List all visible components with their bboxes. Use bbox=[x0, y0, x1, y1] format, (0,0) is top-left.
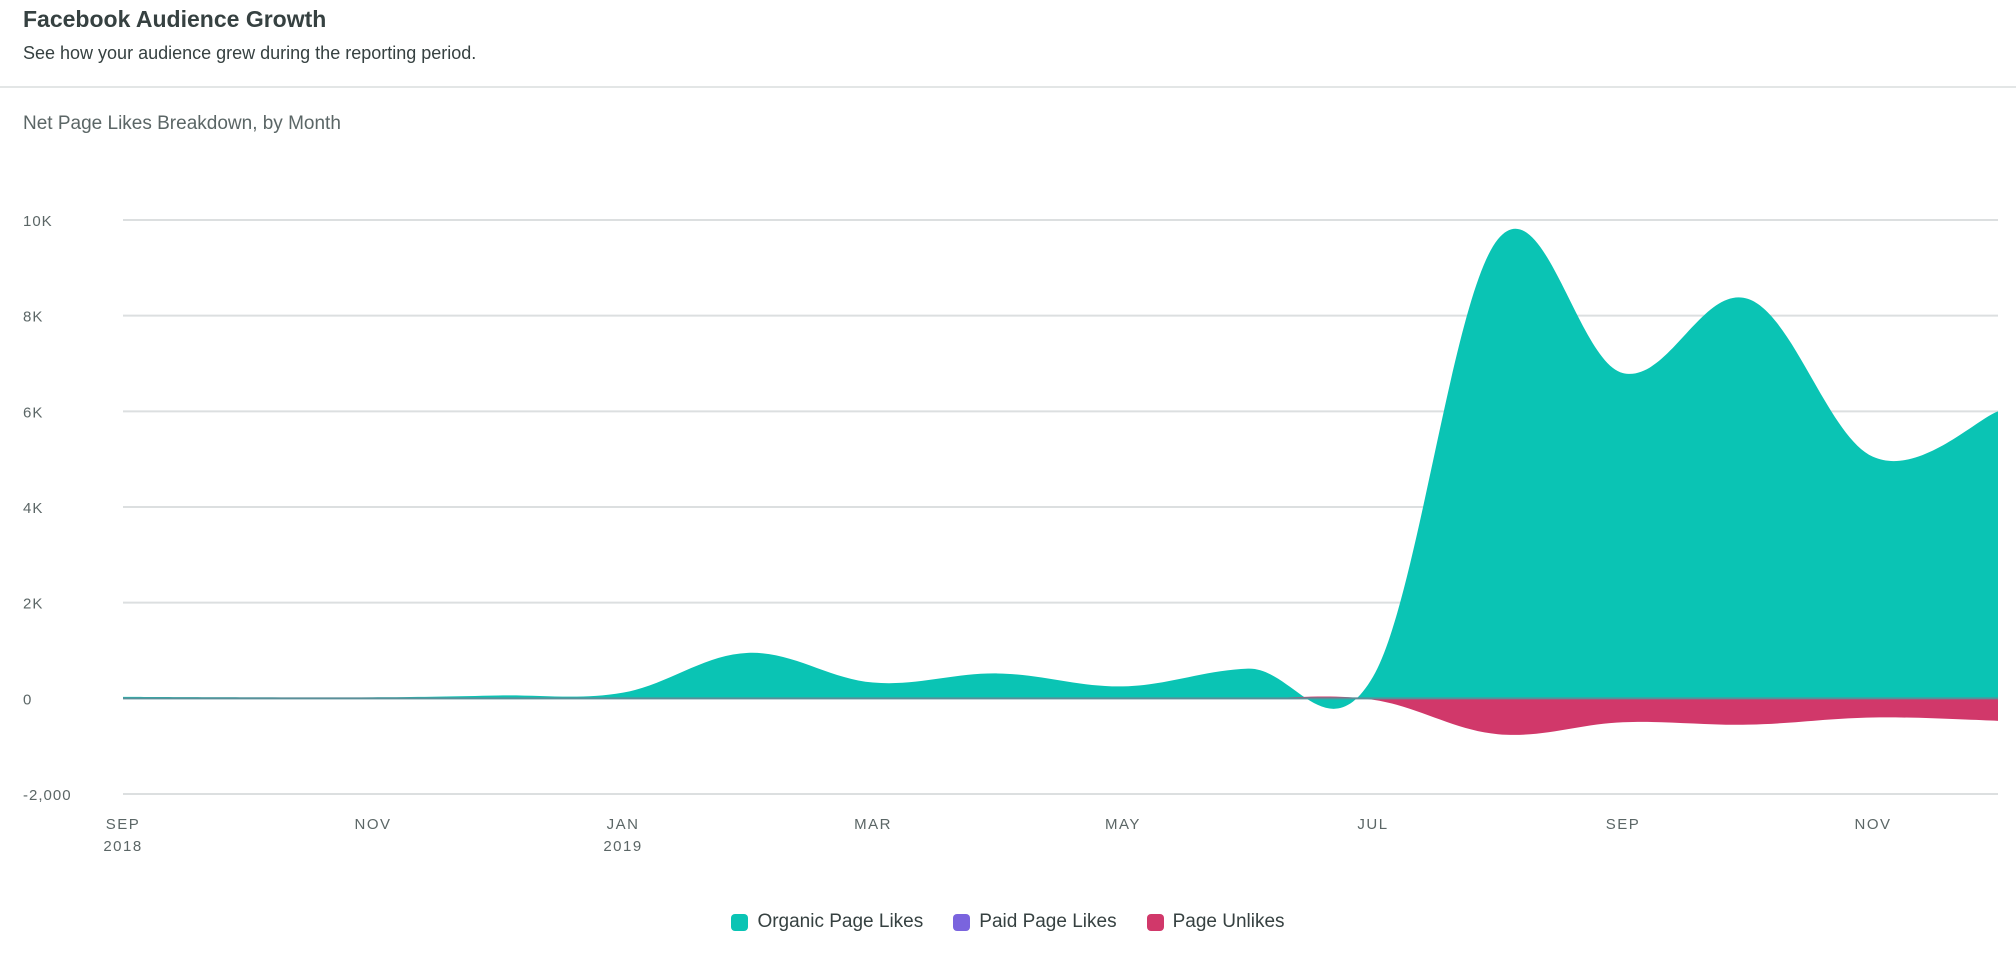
report-subtitle: See how your audience grew during the re… bbox=[23, 43, 477, 63]
x-tick-label: MAR bbox=[854, 816, 892, 833]
legend-swatch bbox=[953, 913, 971, 931]
y-tick-label: 8K bbox=[23, 309, 43, 326]
x-tick-sublabel: 2018 bbox=[103, 838, 142, 855]
x-tick-label: SEP bbox=[1606, 816, 1641, 833]
x-tick-label: NOV bbox=[354, 816, 391, 833]
legend-item[interactable]: Paid Page Likes bbox=[953, 911, 1117, 933]
x-tick-label: MAY bbox=[1105, 816, 1141, 833]
chart-legend: Organic Page Likes Paid Page Likes Page Un… bbox=[0, 908, 2016, 936]
y-tick-label: 2K bbox=[23, 596, 43, 613]
legend-label: Organic Page Likes bbox=[757, 911, 924, 932]
series-areas bbox=[123, 228, 1998, 735]
series-area-page-unlikes bbox=[123, 696, 1998, 735]
legend-item[interactable]: Page Unlikes bbox=[1146, 911, 1285, 933]
y-tick-label: -2,000 bbox=[23, 787, 72, 804]
legend-label: Page Unlikes bbox=[1172, 911, 1285, 932]
y-tick-label: 4K bbox=[23, 500, 43, 517]
x-tick-sublabel: 2019 bbox=[603, 838, 642, 855]
legend-swatch bbox=[731, 913, 749, 931]
x-tick-label: JAN bbox=[607, 816, 640, 833]
report-header: Facebook Audience Growth See how your au… bbox=[0, 0, 2016, 88]
series-area-organic-page-likes bbox=[123, 228, 1998, 709]
chart-title: Net Page Likes Breakdown, by Month bbox=[23, 113, 341, 134]
axis-labels: 10K 8K 6K 4K 2K 0 -2,000 SEP 2018 NOV JAN 2019 MAR MA… bbox=[23, 213, 1891, 855]
y-tick-label: 6K bbox=[23, 404, 43, 421]
report-title: Facebook Audience Growth bbox=[23, 6, 327, 32]
x-tick-label: NOV bbox=[1854, 816, 1891, 833]
x-tick-label: SEP bbox=[106, 816, 141, 833]
x-tick-label: JUL bbox=[1357, 816, 1388, 833]
legend-swatch bbox=[1146, 913, 1164, 931]
legend-label: Paid Page Likes bbox=[979, 911, 1117, 932]
legend-item[interactable]: Organic Page Likes bbox=[731, 911, 923, 933]
y-tick-label: 0 bbox=[23, 691, 32, 708]
y-tick-label: 10K bbox=[23, 213, 53, 230]
